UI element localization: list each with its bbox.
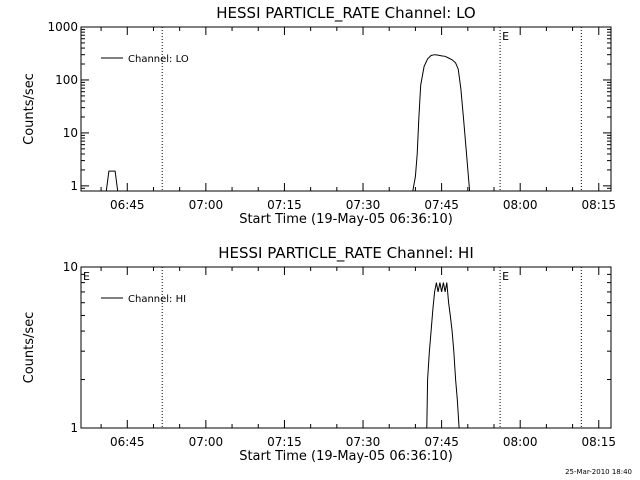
x-tick-label: 07:00 <box>189 435 224 449</box>
event-marker-label: E <box>502 30 509 43</box>
lo-channel-panel: HESSI PARTICLE_RATE Channel: LO 1 10 100 100… <box>22 4 616 227</box>
x-axis-label: Start Time (19-May-05 06:36:10) <box>239 449 453 464</box>
event-marker-label: E <box>502 270 509 283</box>
x-axis-label: Start Time (19-May-05 06:36:10) <box>239 212 453 227</box>
y-axis-label: Counts/sec <box>22 73 37 145</box>
plot-frame <box>81 267 611 428</box>
x-tick-label: 07:45 <box>424 435 459 449</box>
x-tick-label: 07:30 <box>346 198 381 212</box>
series-line <box>427 283 459 428</box>
x-tick-label: 06:45 <box>110 435 145 449</box>
plot-timestamp: 25-Mar-2010 18:40 <box>565 468 632 476</box>
x-tick-label: 08:00 <box>503 435 538 449</box>
y-tick-label: 100 <box>55 73 78 87</box>
y-tick-label: 10 <box>63 126 78 140</box>
y-tick-label: 1 <box>70 179 78 193</box>
hi-channel-panel: HESSI PARTICLE_RATE Channel: HI 1 10 06:45 0… <box>22 244 616 464</box>
x-tick-label: 08:15 <box>581 198 616 212</box>
x-tick-label: 06:45 <box>110 198 145 212</box>
x-tick-label: 07:15 <box>267 198 302 212</box>
legend-label: Channel: HI <box>128 294 186 305</box>
legend-label: Channel: LO <box>128 54 189 65</box>
y-tick-label: 10 <box>63 260 78 274</box>
chart-title: HESSI PARTICLE_RATE Channel: HI <box>218 244 474 263</box>
y-tick-label: 1 <box>70 421 78 435</box>
chart-title: HESSI PARTICLE_RATE Channel: LO <box>216 4 475 23</box>
x-tick-label: 07:15 <box>267 435 302 449</box>
x-tick-label: 08:15 <box>581 435 616 449</box>
x-tick-label: 07:00 <box>189 198 224 212</box>
x-tick-label: 07:30 <box>346 435 381 449</box>
x-tick-label: 08:00 <box>503 198 538 212</box>
y-tick-label: 1000 <box>47 20 78 34</box>
plot-frame <box>81 27 611 191</box>
event-marker-label: E <box>83 270 90 283</box>
x-tick-label: 07:45 <box>424 198 459 212</box>
y-axis-label: Counts/sec <box>22 312 37 384</box>
series-line <box>106 55 469 191</box>
